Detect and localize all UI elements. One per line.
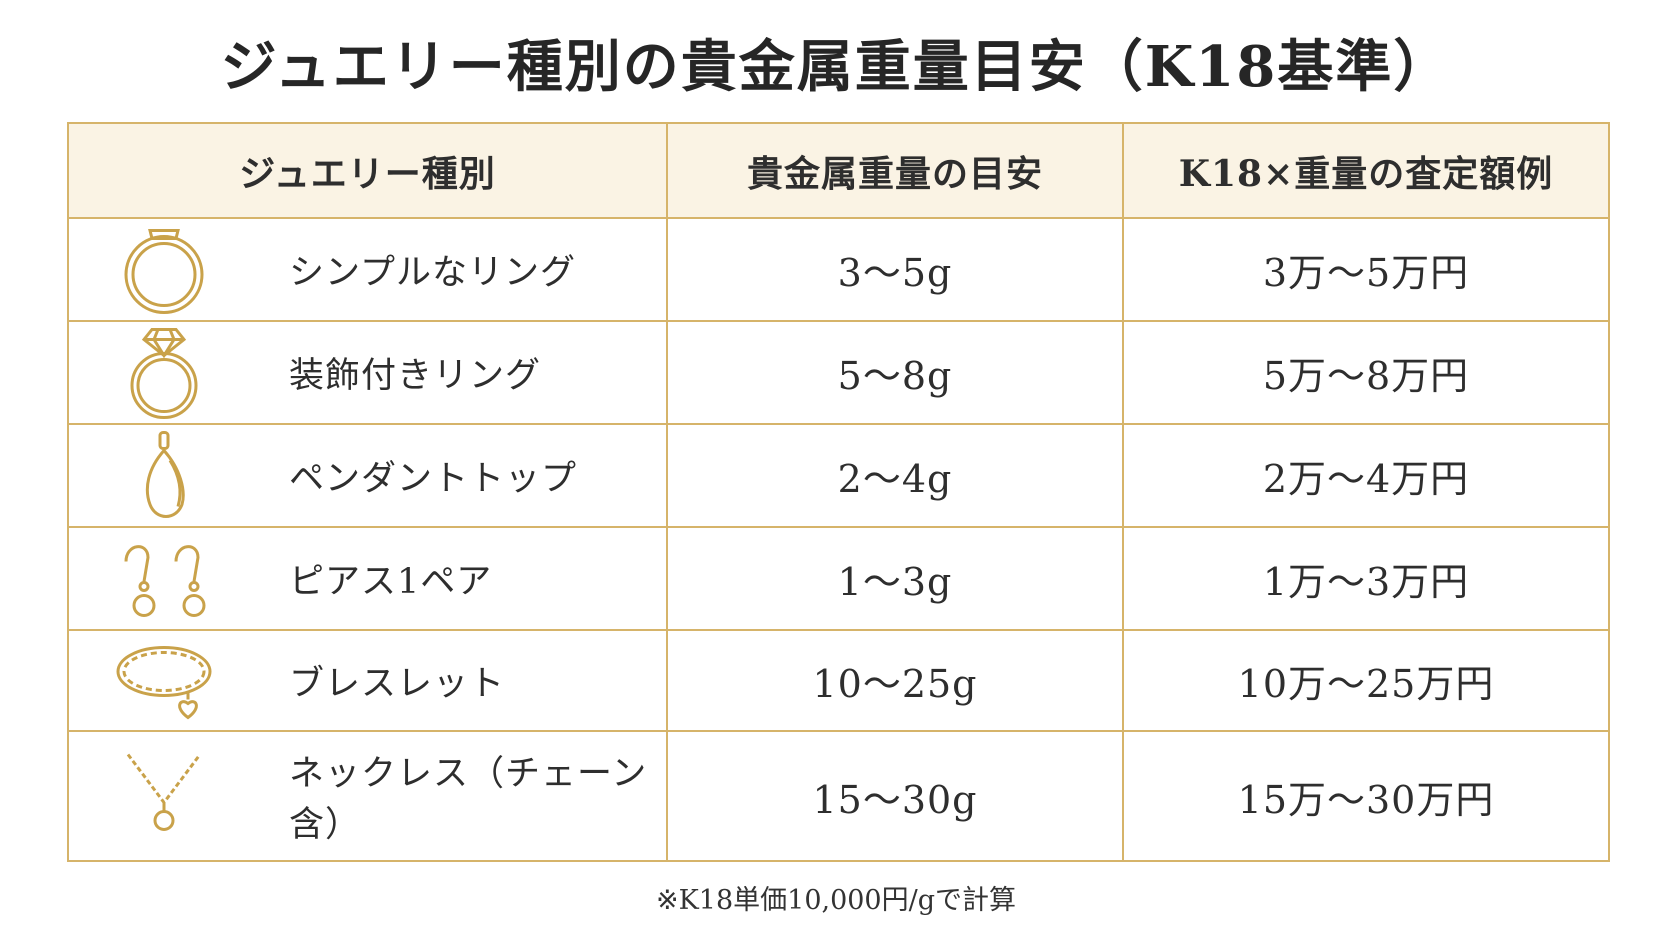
simple-ring-icon [114,222,214,317]
jewelry-name: ブレスレット [289,664,506,704]
jewelry-type-cell: ピアス1ペア [69,528,666,629]
jewelry-name: ペンダントトップ [289,459,578,499]
jewelry-type-cell: 装飾付きリング [69,322,666,423]
earrings-icon [114,531,214,626]
weight-value: 2〜4g [666,425,1122,526]
header-price: K18×重量の査定額例 [1122,124,1608,217]
jewelry-type-cell: シンプルなリング [69,219,666,320]
weight-value: 3〜5g [666,219,1122,320]
header-jewelry-type: ジュエリー種別 [239,152,496,195]
table-row: ピアス1ペア 1〜3g 1万〜3万円 [69,528,1608,631]
jewelry-name: 装飾付きリング [289,356,542,396]
table-row: ネックレス（チェーン含） 15〜30g 15万〜30万円 [69,732,1608,860]
header-weight: 貴金属重量の目安 [666,124,1122,217]
table-row: ブレスレット 10〜25g 10万〜25万円 [69,631,1608,732]
jewelry-type-cell: ペンダントトップ [69,425,666,526]
weight-value: 1〜3g [666,528,1122,629]
jewelry-weight-table: ジュエリー種別 貴金属重量の目安 K18×重量の査定額例 シンプルなリング 3〜… [67,122,1610,862]
price-value: 15万〜30万円 [1122,732,1608,860]
jewelry-type-cell: ブレスレット [69,631,666,730]
table-row: 装飾付きリング 5〜8g 5万〜8万円 [69,322,1608,425]
jewelry-name: ネックレス（チェーン含） [289,754,648,845]
table-header-row: ジュエリー種別 貴金属重量の目安 K18×重量の査定額例 [69,124,1608,219]
price-value: 5万〜8万円 [1122,322,1608,423]
table-row: シンプルなリング 3〜5g 3万〜5万円 [69,219,1608,322]
price-value: 1万〜3万円 [1122,528,1608,629]
jewelry-name: シンプルなリング [289,253,576,293]
pendant-icon [114,428,214,523]
bracelet-icon [114,633,214,728]
page-title: ジュエリー種別の貴金属重量目安（K18基準） [220,34,1452,100]
diamond-ring-icon [114,325,214,420]
table-row: ペンダントトップ 2〜4g 2万〜4万円 [69,425,1608,528]
calculation-note: ※K18単価10,000円/gで計算 [655,885,1016,916]
necklace-icon [114,749,214,844]
weight-value: 15〜30g [666,732,1122,860]
weight-value: 5〜8g [666,322,1122,423]
price-value: 10万〜25万円 [1122,631,1608,730]
jewelry-type-cell: ネックレス（チェーン含） [69,732,666,860]
price-value: 3万〜5万円 [1122,219,1608,320]
price-value: 2万〜4万円 [1122,425,1608,526]
jewelry-name: ピアス1ペア [289,562,493,602]
weight-value: 10〜25g [666,631,1122,730]
